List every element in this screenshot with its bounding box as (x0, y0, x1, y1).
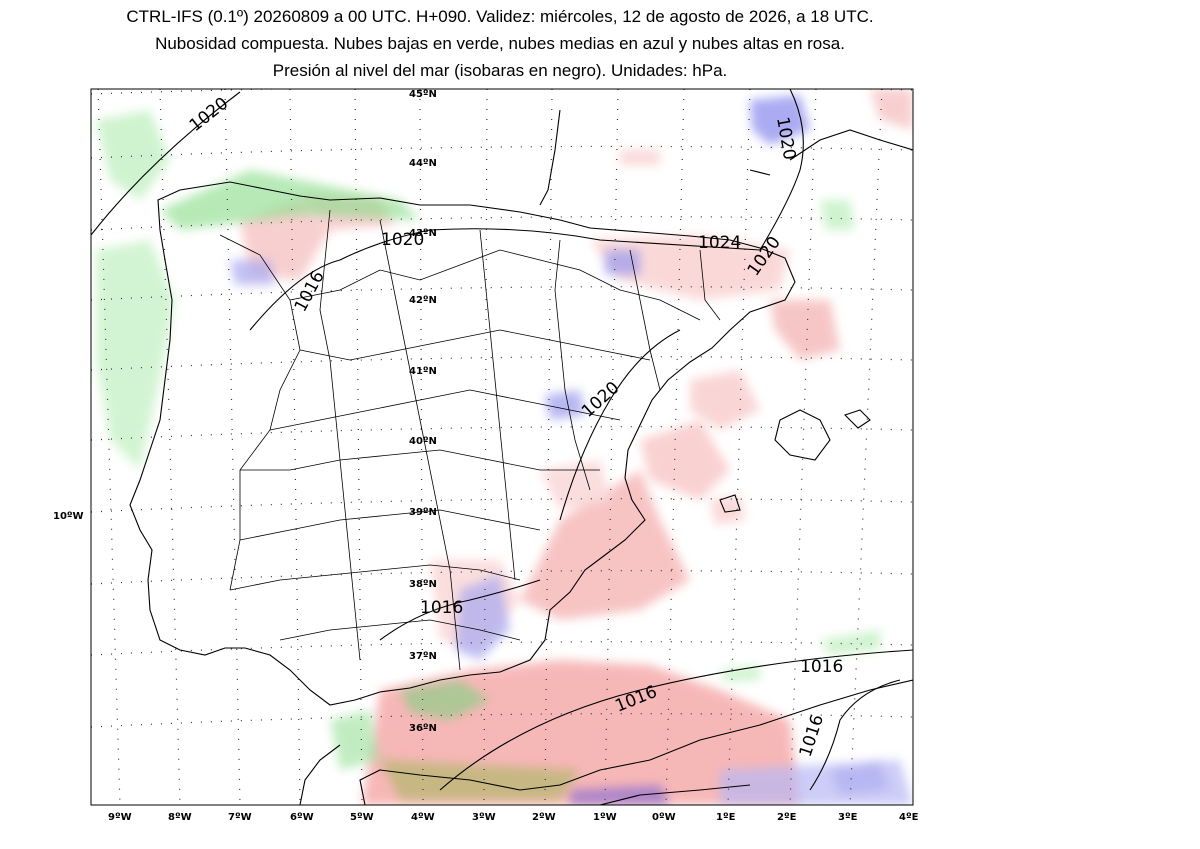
lat-label: 42ºN (409, 295, 437, 306)
map-content (91, 89, 913, 805)
lon-label: 0ºW (652, 812, 676, 823)
lat-label: 38ºN (409, 579, 437, 590)
isobar-label: 1016 (796, 712, 828, 759)
lon-label: 5ºW (350, 812, 374, 823)
latitude-labels: 45ºN 44ºN 43ºN 42ºN 41ºN 40ºN 39ºN 38ºN … (409, 89, 437, 734)
map-frame (90, 88, 914, 806)
low-clouds-layer (96, 110, 880, 800)
lat-label: 45ºN (409, 89, 437, 100)
graticule (91, 89, 913, 805)
isobar-label: 1020 (381, 230, 424, 250)
isobar-label: 1024 (698, 233, 741, 253)
lat-label: 43ºN (409, 228, 437, 239)
lat-label: 36ºN (409, 723, 437, 734)
lat-label: 41ºN (409, 366, 437, 377)
lon-label: 3ºW (472, 812, 496, 823)
lat-label: 44ºN (409, 158, 437, 169)
lat-label: 39ºN (409, 507, 437, 518)
lon-label: 4ºW (411, 812, 435, 823)
lon-label: 2ºE (777, 812, 797, 823)
isobar-label: 1020 (578, 378, 624, 422)
lon-label: 6ºW (290, 812, 314, 823)
lon-label: 1ºE (716, 812, 736, 823)
lon-label: 7ºW (228, 812, 252, 823)
lon-label: 1ºW (593, 812, 617, 823)
lat-label: 37ºN (409, 651, 437, 662)
header-line-2: Nubosidad compuesta. Nubes bajas en verd… (155, 34, 845, 53)
west-lon-label: 10ºW (53, 511, 84, 522)
lon-label: 2ºW (532, 812, 556, 823)
isobars (91, 89, 913, 791)
lat-label: 40ºN (409, 436, 437, 447)
coastline (129, 109, 913, 805)
province-borders (219, 209, 721, 671)
lon-label: 3ºE (838, 812, 858, 823)
isobar-label: 1016 (420, 598, 463, 618)
header-line-3: Presión al nivel del mar (isobaras en ne… (272, 61, 728, 80)
longitude-labels: 9ºW 8ºW 7ºW 6ºW 5ºW 4ºW 3ºW 2ºW 1ºW 0ºW … (108, 812, 919, 823)
header-line-1: CTRL-IFS (0.1º) 20260809 a 00 UTC. H+090… (126, 7, 874, 26)
lon-label: 4ºE (899, 812, 919, 823)
lon-label: 9ºW (108, 812, 132, 823)
mid-clouds-layer (230, 95, 913, 805)
isobar-label: 1016 (800, 657, 843, 677)
lon-label: 8ºW (168, 812, 192, 823)
